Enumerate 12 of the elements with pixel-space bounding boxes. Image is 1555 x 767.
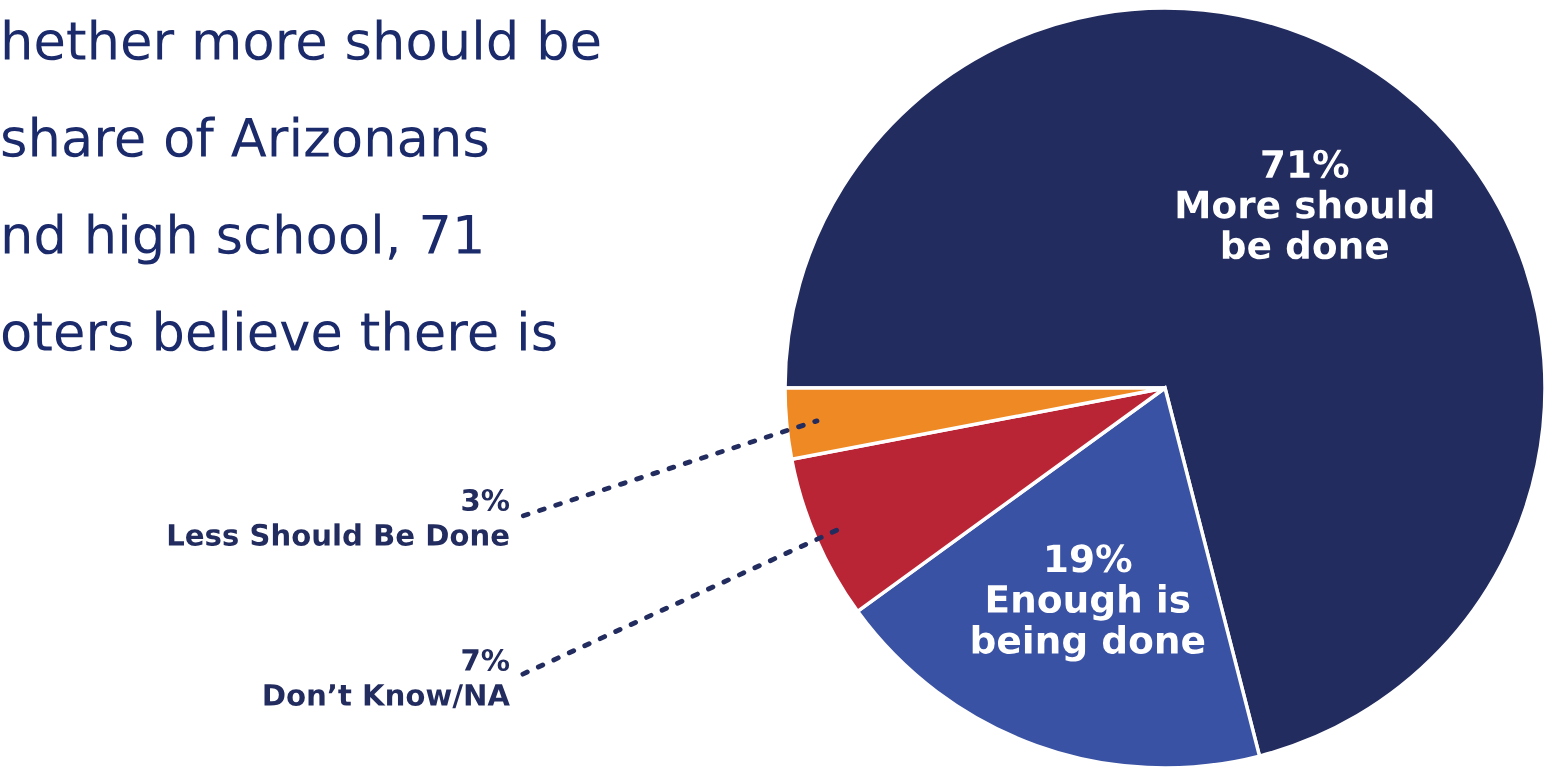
data-label: 71%: [1262, 149, 1349, 179]
slice-label: Don’t Know/NA: [264, 684, 510, 709]
text: oters believe there is: [2, 310, 556, 352]
text: nd high school, 71: [4, 213, 481, 265]
slice-label: Less Should Be Done: [168, 523, 509, 546]
text: share of Arizonans: [2, 116, 488, 158]
data-label: 7%: [462, 648, 510, 672]
data-label: 3%: [462, 488, 510, 512]
slice-label: More should be done: [1177, 189, 1433, 260]
slice-label: Enough is being done: [972, 584, 1205, 662]
text: hether more should be: [4, 19, 600, 61]
data-label: 19%: [1047, 544, 1132, 573]
